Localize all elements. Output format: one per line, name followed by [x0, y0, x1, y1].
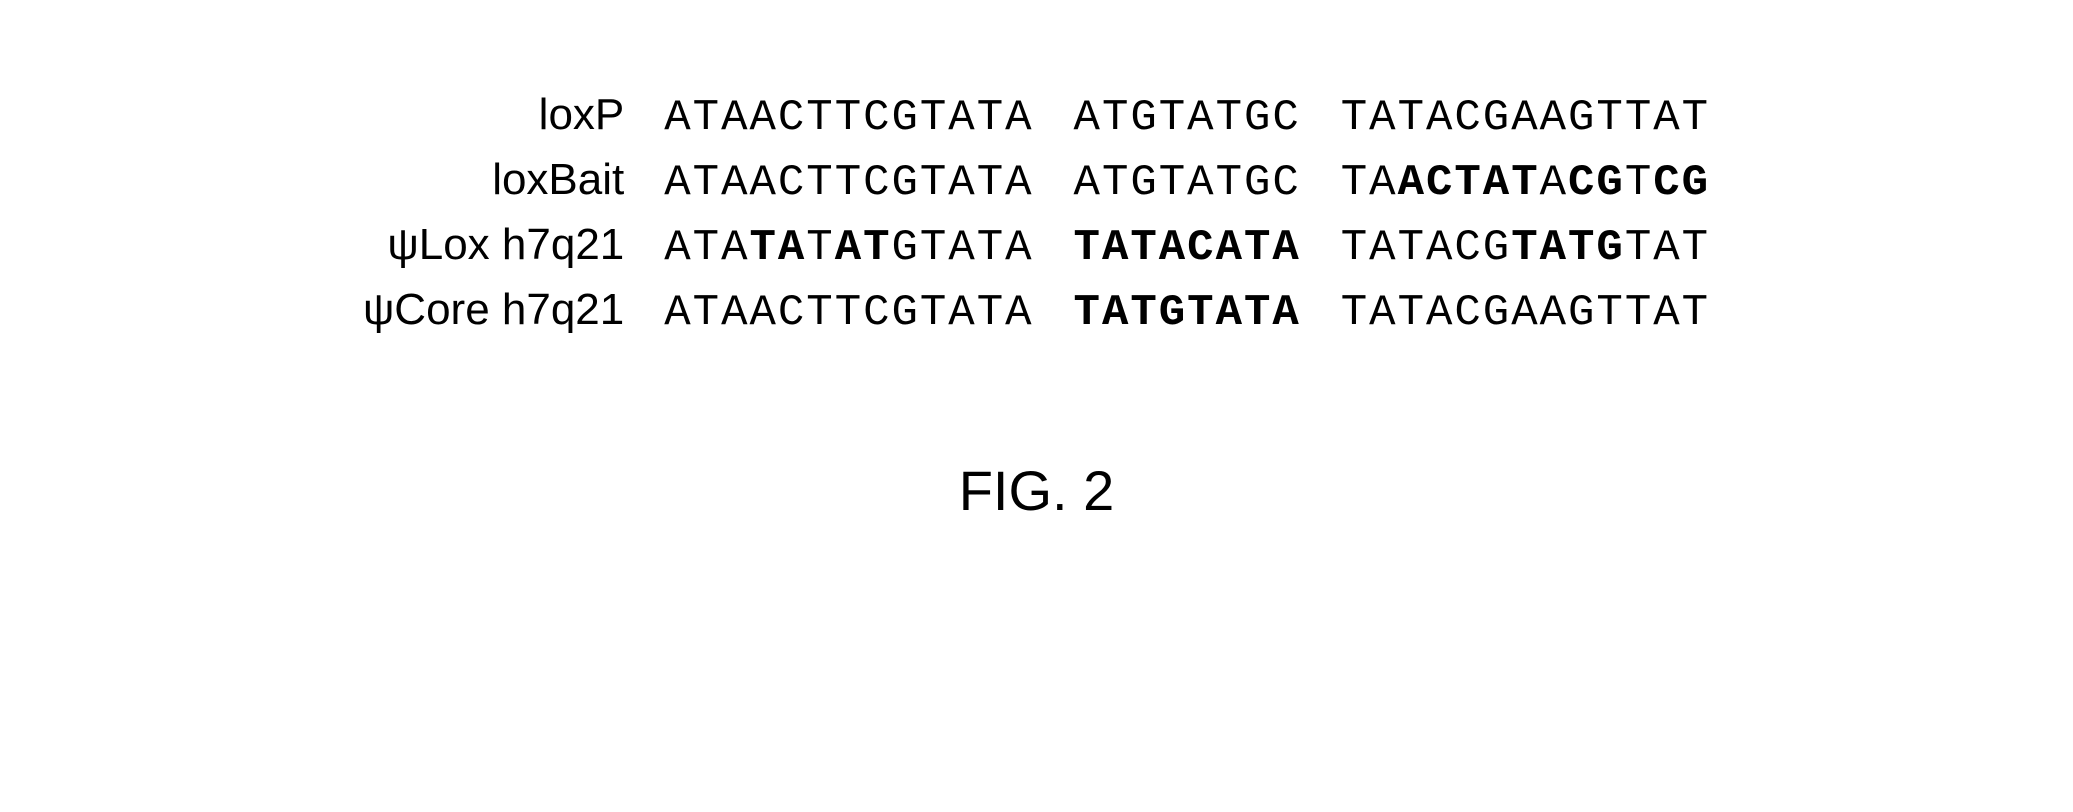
- sequence-segment: ATAACTTCGTATA: [664, 288, 1033, 338]
- sequence-segment: GTATA: [892, 223, 1034, 273]
- row-label: ψCore h7q21: [363, 285, 624, 335]
- sequence-column: TATACGAAGTTAT: [1341, 93, 1710, 143]
- sequence-column: ATAACTTCGTATA: [664, 288, 1033, 338]
- sequence-segment: T: [1625, 158, 1653, 208]
- sequence-segment: TAT: [1625, 223, 1710, 273]
- sequence-segment: TA: [1511, 223, 1568, 273]
- row-label: loxBait: [363, 155, 624, 205]
- sequence-column: TATACATA: [1074, 223, 1301, 273]
- sequence-segment: CG: [1653, 158, 1710, 208]
- sequence-column: ATGTATGC: [1074, 158, 1301, 208]
- sequence-segment: ATGTATGC: [1074, 158, 1301, 208]
- sequence-segment: TATACG: [1341, 223, 1511, 273]
- sequence-column: TATGTATA: [1074, 288, 1301, 338]
- row-label: ψLox h7q21: [363, 220, 624, 270]
- sequence-segment: ACTAT: [1398, 158, 1540, 208]
- sequence-column: TAACTATACGTCG: [1341, 158, 1710, 208]
- sequence-segment: ATGTATGC: [1074, 93, 1301, 143]
- sequence-segment: TA: [1341, 158, 1398, 208]
- sequence-segment: TATACATA: [1074, 223, 1301, 273]
- sequence-segment: ATAACTTCGTATA: [664, 93, 1033, 143]
- sequence-segment: CG: [1568, 158, 1625, 208]
- sequence-column: ATAACTTCGTATA: [664, 93, 1033, 143]
- row-label: loxP: [363, 90, 624, 140]
- sequence-column: TATACGAAGTTAT: [1341, 288, 1710, 338]
- sequence-segment: T: [806, 223, 834, 273]
- sequence-column: ATATATATGTATA: [664, 223, 1033, 273]
- sequence-segment: TA: [749, 223, 806, 273]
- figure-caption: FIG. 2: [959, 458, 1115, 523]
- sequence-segment: ATAACTTCGTATA: [664, 158, 1033, 208]
- sequence-segment: A: [1540, 158, 1568, 208]
- sequence-column: ATAACTTCGTATA: [664, 158, 1033, 208]
- sequence-alignment-grid: loxP ATAACTTCGTATA ATGTATGC TATACGAAGTTAT lo…: [363, 90, 1710, 338]
- sequence-column: TATACGTATGTAT: [1341, 223, 1710, 273]
- sequence-segment: ATA: [664, 223, 749, 273]
- sequence-segment: TATACGAAGTTAT: [1341, 288, 1710, 338]
- sequence-segment: TATGTATA: [1074, 288, 1301, 338]
- sequence-segment: TATACGAAGTTAT: [1341, 93, 1710, 143]
- sequence-segment: AT: [835, 223, 892, 273]
- sequence-column: ATGTATGC: [1074, 93, 1301, 143]
- sequence-segment: TG: [1568, 223, 1625, 273]
